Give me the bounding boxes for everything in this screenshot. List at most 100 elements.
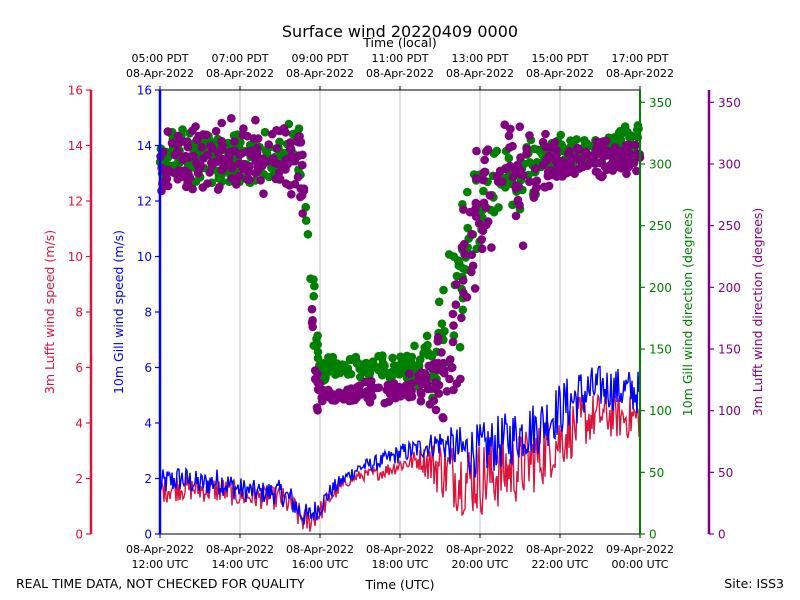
data-point [474,219,484,228]
data-point [550,138,560,147]
data-point [281,155,291,164]
data-point [536,148,546,157]
data-point [462,292,472,302]
lufft-direction-axis-label: 3m Lufft wind direction (degrees) [750,208,765,417]
data-point [206,141,215,150]
data-point [479,198,489,208]
data-point [323,385,333,395]
data-point [439,358,448,368]
data-point [424,361,434,371]
data-point [463,187,472,197]
data-point [199,154,208,163]
data-point [286,138,295,147]
data-point [303,230,313,239]
data-point [275,126,285,136]
data-point [218,164,228,173]
data-point [189,151,198,161]
y-tick-label: 350 [649,96,672,110]
data-point [541,129,550,139]
x-tick-label: 08-Apr-2022 [206,543,274,556]
data-point [298,160,307,170]
data-point [309,275,318,284]
data-point [438,413,448,422]
top-x-tick-label: 08-Apr-2022 [366,67,434,80]
bottom-axis-label: Time (UTC) [364,577,434,592]
data-point [313,331,322,341]
data-point [479,175,488,185]
data-point [434,297,444,307]
data-point [511,211,521,221]
data-point [407,352,417,362]
data-point [193,169,203,178]
top-x-tick-label: 07:00 PDT [211,52,268,65]
data-point [259,189,268,198]
data-point [343,364,353,373]
data-point [196,161,206,171]
data-point [555,165,565,174]
data-point [188,126,197,135]
data-point [400,384,410,393]
data-point [479,186,488,196]
data-point [416,387,426,397]
data-point [308,316,317,325]
data-point [318,396,327,406]
data-point [286,144,296,154]
data-point [447,363,456,373]
data-point [160,176,170,185]
x-tick-label: 08-Apr-2022 [286,543,354,556]
data-point [309,341,319,350]
y-tick-label: 6 [144,361,152,375]
gill-direction-axis-label: 10m Gill wind direction (degrees) [680,208,695,416]
data-point [460,239,469,249]
x-tick-label: 08-Apr-2022 [366,543,434,556]
x-tick-label: 14:00 UTC [211,558,268,571]
gill-speed-axis-label: 10m Gill wind speed (m/s) [111,230,126,394]
data-point [452,271,462,281]
data-point [551,151,561,160]
data-point [455,258,464,268]
top-x-tick-label: 08-Apr-2022 [286,67,354,80]
y-tick-label: 8 [75,306,83,320]
data-point [431,405,441,415]
data-point [356,390,366,399]
data-point [458,276,468,285]
data-point [272,144,282,153]
data-point [157,186,166,196]
data-point [445,374,454,384]
data-point [518,241,528,250]
data-point [631,140,640,150]
data-point [525,177,534,186]
data-point [508,141,517,151]
top-x-tick-label: 08-Apr-2022 [206,67,274,80]
data-point [625,140,634,150]
data-point [390,390,399,399]
data-point [299,184,309,193]
data-point [504,153,514,163]
y-tick-label: 4 [144,417,152,431]
y-tick-label: 0 [144,528,152,542]
data-point [455,342,465,352]
data-point [384,397,394,406]
data-point [515,122,525,131]
lufft-direction-points [156,114,645,423]
site-label: Site: ISS3 [724,576,784,591]
data-point [471,174,481,183]
data-point [449,321,458,330]
data-point [477,235,487,244]
x-tick-label: 08-Apr-2022 [126,543,194,556]
data-point [355,381,365,390]
data-point [460,250,469,259]
data-point [217,118,226,128]
data-point [591,167,601,176]
data-point [440,326,449,336]
gill-direction-axis: 0 50 100 150 200 250 300 350 [639,90,672,542]
data-point [492,146,502,156]
x-tick-label: 08-Apr-2022 [446,543,514,556]
data-point [352,359,362,368]
data-point [395,370,404,379]
data-point [581,147,590,157]
y-tick-label: 0 [718,528,726,542]
data-point [183,176,193,186]
data-point [298,150,307,160]
data-point [328,352,338,362]
